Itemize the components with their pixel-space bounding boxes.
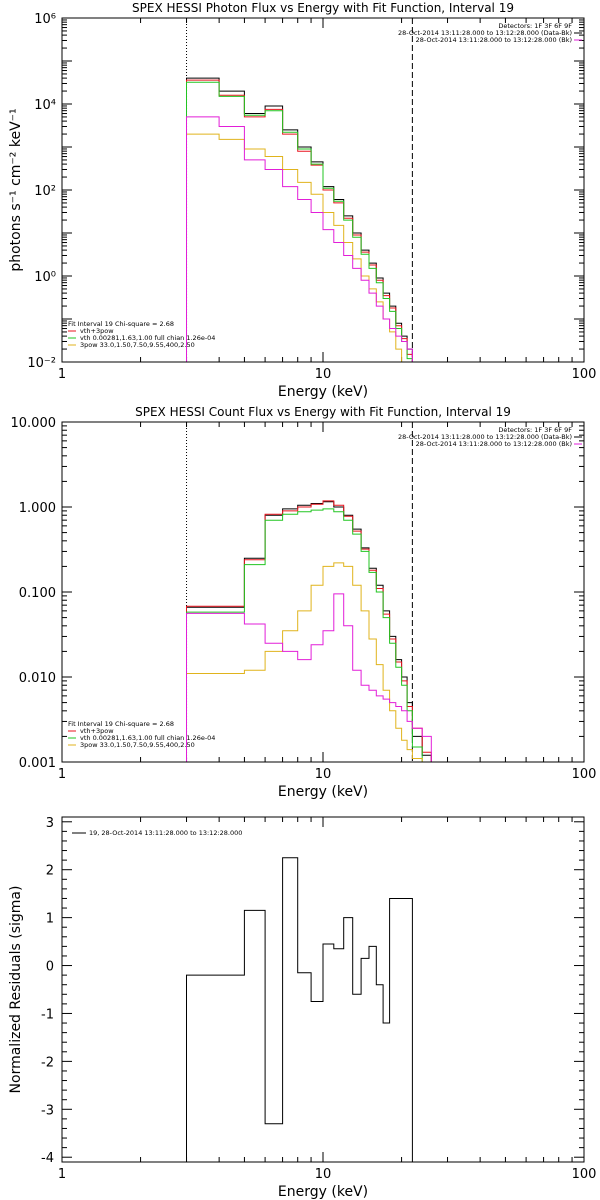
x-tick-label: 10 bbox=[315, 767, 332, 782]
y-tick-label: -4 bbox=[41, 1151, 54, 1166]
x-tick-label: 10 bbox=[315, 1167, 332, 1182]
series-line-1 bbox=[186, 857, 413, 1162]
plot-frame bbox=[61, 17, 585, 363]
plot-frame bbox=[61, 421, 585, 763]
x-tick-label: 100 bbox=[572, 367, 597, 382]
legend-bottom-left-entry: Fit Interval 19 Chi-square = 2.68 bbox=[68, 320, 174, 328]
plot-frame bbox=[61, 816, 585, 1163]
x-tick-label: 1 bbox=[58, 767, 66, 782]
legend-bottom-left-entry: vth 0.00281,1.63,1.00 full chian 1.26e-0… bbox=[80, 334, 215, 342]
legend-top-right-entry: Detectors: 1F 3F 6F 9F bbox=[498, 426, 572, 434]
panel-1: SPEX HESSI Photon Flux vs Energy with Fi… bbox=[8, 1, 596, 400]
y-tick-label: 1 bbox=[46, 912, 54, 927]
x-tick-label: 1 bbox=[58, 367, 66, 382]
y-tick-label: -2 bbox=[41, 1055, 54, 1070]
y-tick-label: 10⁶ bbox=[34, 12, 56, 27]
panel-2: SPEX HESSI Count Flux vs Energy with Fit… bbox=[11, 405, 597, 800]
x-tick-label: 10 bbox=[315, 367, 332, 382]
y-tick-label: 0.001 bbox=[19, 756, 56, 771]
series-line-5 bbox=[186, 116, 413, 362]
legend-bottom-left-entry: Fit Interval 19 Chi-square = 2.68 bbox=[68, 720, 174, 728]
legend-top-right-entry: 28-Oct-2014 13:11:28.000 to 13:12:28.000… bbox=[398, 29, 572, 37]
series-line-4 bbox=[186, 562, 432, 762]
legend-top-right-entry: 28-Oct-2014 13:11:28.000 to 13:12:28.000… bbox=[416, 440, 572, 448]
legend-top-right-entry: 28-Oct-2014 13:11:28.000 to 13:12:28.000… bbox=[398, 433, 572, 441]
x-tick-label: 100 bbox=[572, 767, 597, 782]
series-group bbox=[186, 500, 432, 762]
legend-bottom-left-entry: 3pow 33.0,1.50,7.50,9.55,400,2.50 bbox=[80, 341, 195, 349]
x-tick-label: 1 bbox=[58, 1167, 66, 1182]
series-line-1 bbox=[186, 77, 413, 362]
x-axis-label: Energy (keV) bbox=[278, 784, 368, 800]
chart-title: SPEX HESSI Photon Flux vs Energy with Fi… bbox=[132, 1, 514, 15]
x-axis-label: Energy (keV) bbox=[278, 1184, 368, 1200]
series-line-4 bbox=[186, 133, 413, 362]
legend-bottom-left-entry: vth+3pow bbox=[80, 327, 114, 335]
series-line-3 bbox=[186, 81, 413, 362]
y-axis-label: Normalized Residuals (sigma) bbox=[8, 886, 24, 1094]
y-tick-label: 2 bbox=[46, 864, 54, 879]
series-line-1 bbox=[186, 501, 432, 762]
legend-top-right-entry: 28-Oct-2014 13:11:28.000 to 13:12:28.000… bbox=[416, 36, 572, 44]
series-line-2 bbox=[186, 79, 413, 362]
x-tick-label: 100 bbox=[572, 1167, 597, 1182]
y-tick-label: 0.010 bbox=[19, 671, 56, 686]
y-tick-label: -3 bbox=[41, 1103, 54, 1118]
series-line-5 bbox=[186, 593, 432, 762]
y-tick-label: -1 bbox=[41, 1007, 54, 1022]
residuals-legend: 19, 28-Oct-2014 13:11:28.000 to 13:12:28… bbox=[89, 829, 242, 837]
series-group bbox=[186, 857, 413, 1162]
y-tick-label: 3 bbox=[46, 816, 54, 831]
legend-top-right-entry: Detectors: 1F 3F 6F 9F bbox=[498, 22, 572, 30]
y-tick-label: 10.000 bbox=[11, 416, 57, 431]
legend-bottom-left-entry: vth 0.00281,1.63,1.00 full chian 1.26e-0… bbox=[80, 734, 215, 742]
legend-bottom-left-entry: vth+3pow bbox=[80, 727, 114, 735]
series-group bbox=[186, 77, 413, 362]
y-tick-label: 10² bbox=[34, 184, 56, 199]
y-tick-label: 10⁰ bbox=[34, 270, 56, 285]
chart-title: SPEX HESSI Count Flux vs Energy with Fit… bbox=[135, 405, 511, 419]
y-tick-label: 0.100 bbox=[19, 586, 56, 601]
series-line-2 bbox=[186, 500, 432, 762]
y-tick-label: 10⁴ bbox=[34, 98, 56, 113]
y-tick-label: 10⁻² bbox=[27, 356, 56, 371]
series-line-3 bbox=[186, 508, 432, 762]
legend-bottom-left-entry: 3pow 33.0,1.50,7.50,9.55,400,2.50 bbox=[80, 741, 195, 749]
panel-3: 1 10 100 Energy (keV) -4 -3 -2 -1 0 1 2 3 Normalized… bbox=[8, 816, 596, 1200]
y-tick-label: 0 bbox=[46, 960, 54, 975]
y-tick-label: 1.000 bbox=[19, 501, 56, 516]
y-axis-label: photons s⁻¹ cm⁻² keV⁻¹ bbox=[8, 108, 24, 271]
x-axis-label: Energy (keV) bbox=[278, 384, 368, 400]
